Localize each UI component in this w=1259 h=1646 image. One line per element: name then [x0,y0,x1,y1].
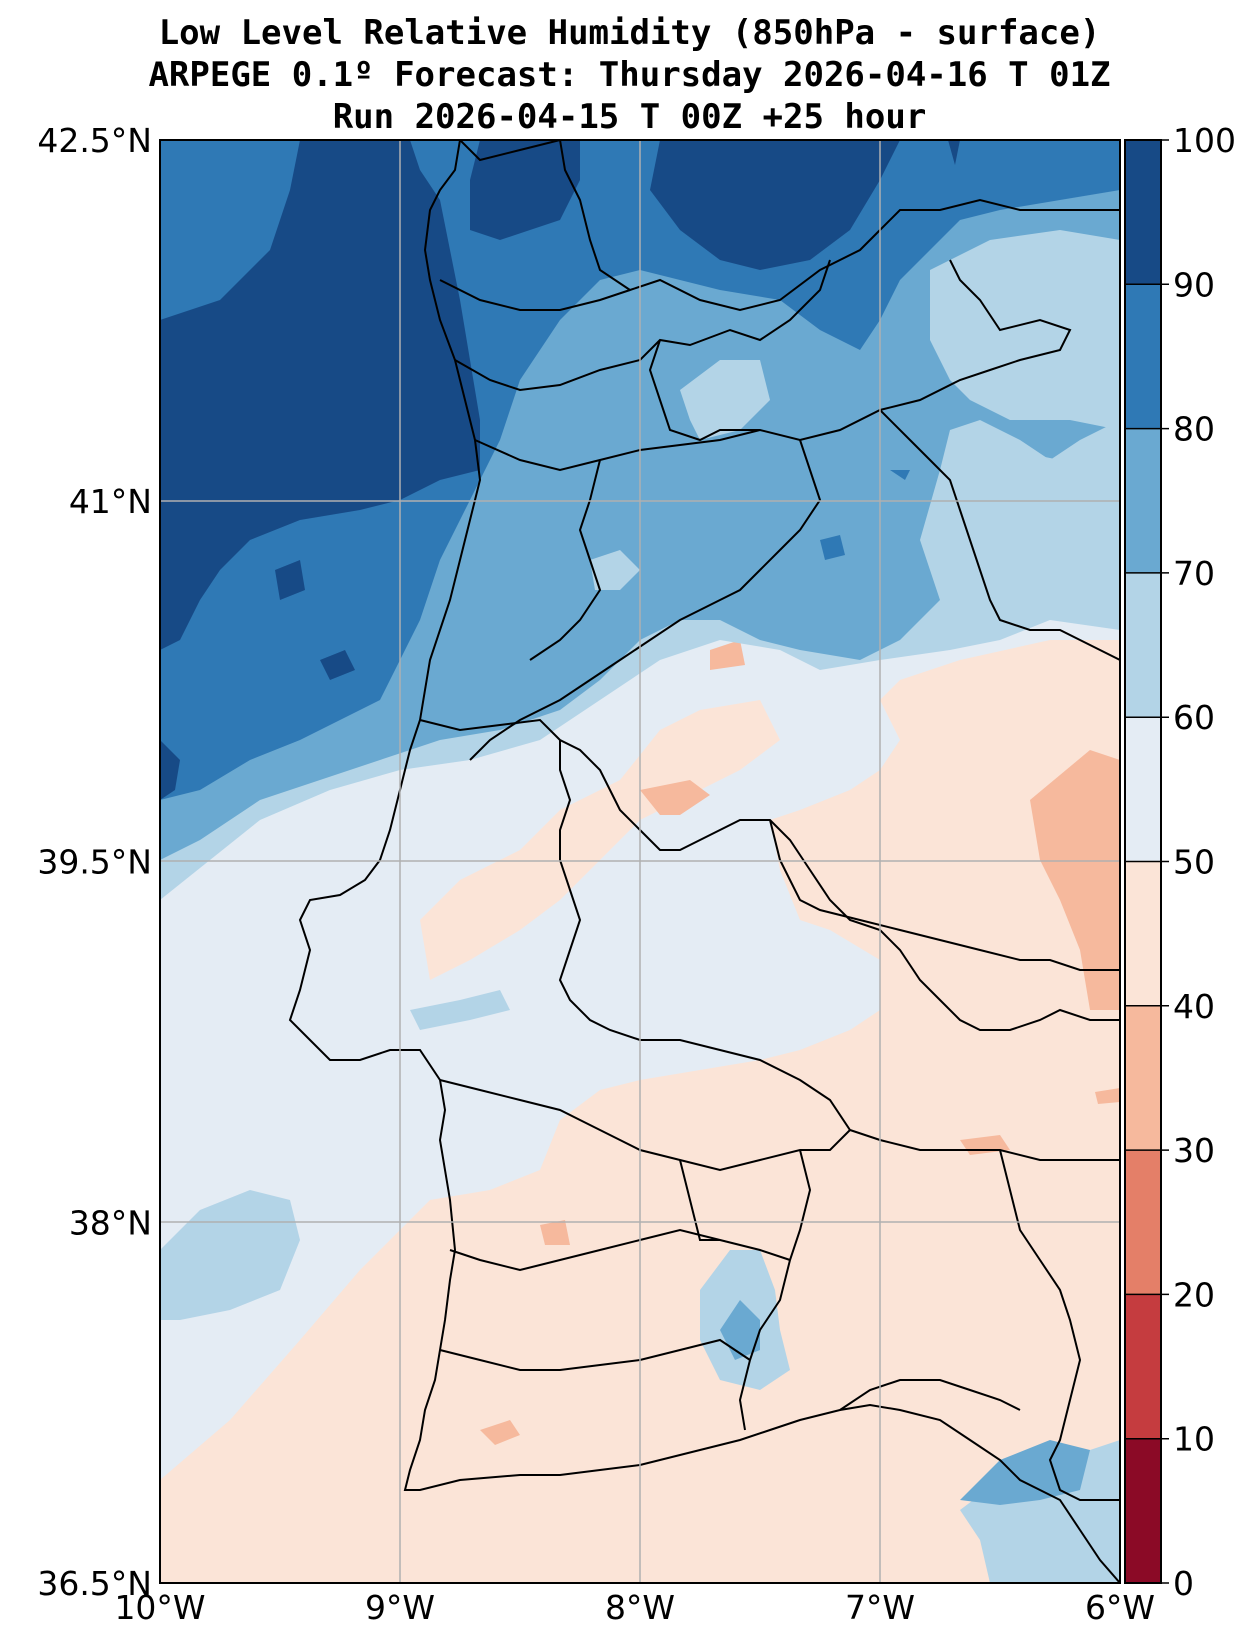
latitude-tick-label: 42.5°N [37,121,152,160]
latitude-tick-label: 36.5°N [37,1564,152,1603]
colorbar-tick-label: 40 [1173,987,1215,1026]
coastline-and-borders [288,140,1120,1583]
map-gridlines [160,140,1120,1583]
colorbar-swatch [1125,428,1161,573]
longitude-tick-label: 7°W [845,1588,915,1627]
colorbar-swatch [1125,1438,1161,1583]
colorbar-swatch [1125,284,1161,429]
colorbar-swatch [1125,861,1161,1006]
latitude-axis: 42.5°N 41°N 39.5°N 38°N 36.5°N [37,121,152,1603]
longitude-axis: 10°W 9°W 8°W 7°W 6°W [114,1588,1155,1627]
colorbar-swatch [1125,572,1161,718]
colorbar-tick-label: 10 [1173,1420,1215,1459]
map-title-line-3: Run 2026-04-15 T 00Z +25 hour [332,97,927,137]
colorbar-swatch [1125,717,1161,862]
colorbar-tick-label: 70 [1173,554,1215,593]
colorbar-tick-label: 20 [1173,1275,1215,1314]
longitude-tick-label: 8°W [605,1588,675,1627]
humidity-band-60-70-north [590,230,1120,630]
colorbar: 0 10 20 30 40 50 60 70 80 90 100 [1124,121,1236,1603]
map-title-line-1: Low Level Relative Humidity (850hPa - su… [158,13,1101,53]
longitude-tick-label: 10°W [114,1588,205,1627]
longitude-tick-label: 6°W [1085,1588,1155,1627]
colorbar-swatch [1125,1294,1161,1439]
humidity-band-90-100 [160,140,960,800]
latitude-tick-label: 39.5°N [37,843,152,882]
colorbar-tick-label: 30 [1173,1131,1215,1170]
map-area [160,140,1120,1583]
longitude-tick-label: 9°W [365,1588,435,1627]
colorbar-tick-label: 60 [1173,698,1215,737]
colorbar-swatch [1125,1005,1161,1151]
colorbar-swatch [1125,1150,1161,1295]
latitude-tick-label: 41°N [69,482,152,521]
colorbar-tick-label: 50 [1173,843,1215,882]
colorbar-tick-label: 0 [1173,1564,1194,1603]
colorbar-swatch [1125,140,1161,285]
colorbar-tick-label: 90 [1173,265,1215,304]
map-frame [159,139,1121,1584]
latitude-tick-label: 38°N [69,1203,152,1242]
colorbar-tick-label: 100 [1173,121,1236,160]
colorbar-tick-label: 80 [1173,410,1215,449]
map-title-line-2: ARPEGE 0.1º Forecast: Thursday 2026-04-1… [148,55,1111,95]
